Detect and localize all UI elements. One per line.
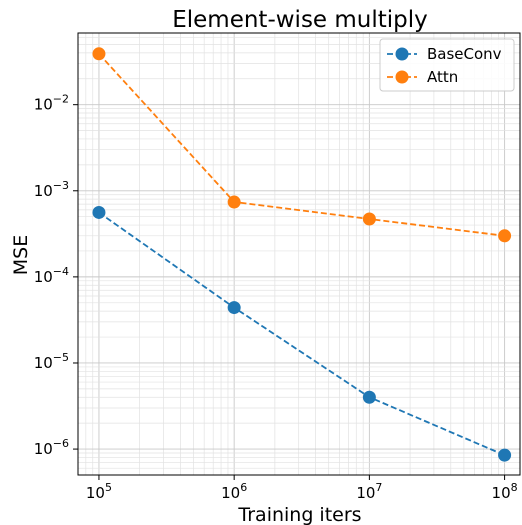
y-tick-label: 10−2 <box>34 93 69 114</box>
legend-baseconv-marker <box>395 47 409 61</box>
y-tick-label: 10−5 <box>34 351 69 372</box>
legend-attn-marker <box>395 70 409 84</box>
baseconv-point <box>498 448 512 462</box>
y-axis: 10−6 10−5 10−4 10−3 10−2 <box>34 93 78 458</box>
attn-series-line <box>98 53 505 237</box>
attn-point <box>362 212 376 226</box>
legend-attn-label: Attn <box>427 68 458 86</box>
baseconv-point <box>362 390 376 404</box>
x-tick-label: 107 <box>356 481 382 502</box>
x-tick-label: 105 <box>86 481 112 502</box>
grid <box>77 33 520 476</box>
baseconv-point <box>92 205 106 219</box>
attn-point <box>92 47 106 61</box>
x-tick-label: 106 <box>221 481 247 502</box>
y-tick-label: 10−3 <box>34 179 69 200</box>
legend-box <box>379 38 515 92</box>
attn-point <box>227 195 241 209</box>
chart-title: Element-wise multiply <box>172 7 428 33</box>
y-axis-title: MSE <box>10 235 32 275</box>
y-tick-label: 10−4 <box>34 265 69 286</box>
baseconv-point <box>227 301 241 315</box>
legend: BaseConv Attn <box>379 38 515 92</box>
y-tick-label: 10−6 <box>34 437 69 458</box>
attn-point <box>498 229 512 243</box>
x-axis-title: Training iters <box>237 504 361 525</box>
x-axis: 105 106 107 108 <box>86 475 518 502</box>
series-layer <box>92 47 512 462</box>
baseconv-series-line <box>98 211 505 457</box>
legend-baseconv-label: BaseConv <box>427 45 502 63</box>
x-tick-label: 108 <box>492 481 518 502</box>
plot-frame <box>77 32 521 476</box>
